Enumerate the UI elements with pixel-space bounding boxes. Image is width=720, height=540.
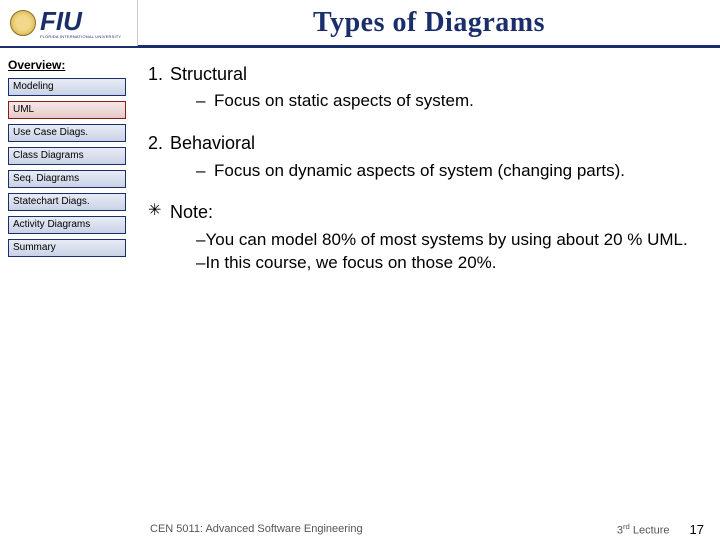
list-sub-2: –Focus on dynamic aspects of system (cha… bbox=[148, 160, 696, 183]
body: Overview: Modeling UML Use Case Diags. C… bbox=[0, 48, 720, 518]
note-label: Note: bbox=[170, 202, 213, 222]
note-sub-2: –In this course, we focus on those 20%. bbox=[148, 252, 696, 275]
list-sub-1-text: Focus on static aspects of system. bbox=[214, 91, 474, 110]
note-item: ✳Note: bbox=[148, 200, 696, 224]
sidebar-item-summary[interactable]: Summary bbox=[8, 239, 126, 257]
footer-lecture-post: Lecture bbox=[630, 524, 670, 536]
footer-page: 17 bbox=[690, 522, 720, 537]
list-text-2: Behavioral bbox=[170, 133, 255, 153]
list-number-2: 2. bbox=[148, 131, 170, 155]
dash-icon: – bbox=[196, 90, 214, 113]
footer-lecture: 3rd Lecture bbox=[617, 522, 690, 537]
sidebar-item-activity[interactable]: Activity Diagrams bbox=[8, 216, 126, 234]
header: FIU FLORIDA INTERNATIONAL UNIVERSITY Typ… bbox=[0, 0, 720, 48]
page-title: Types of Diagrams bbox=[313, 7, 545, 39]
note-sub-1: –You can model 80% of most systems by us… bbox=[148, 229, 696, 252]
note-sub-1-text: You can model 80% of most systems by usi… bbox=[205, 230, 687, 249]
sidebar-item-uml[interactable]: UML bbox=[8, 101, 126, 119]
sidebar-item-modeling[interactable]: Modeling bbox=[8, 78, 126, 96]
sidebar-item-use-case[interactable]: Use Case Diags. bbox=[8, 124, 126, 142]
footer-course: CEN 5011: Advanced Software Engineering bbox=[0, 523, 617, 535]
list-item-2: 2.Behavioral bbox=[148, 131, 696, 155]
sidebar: Overview: Modeling UML Use Case Diags. C… bbox=[0, 48, 138, 518]
footer: CEN 5011: Advanced Software Engineering … bbox=[0, 518, 720, 540]
list-number-1: 1. bbox=[148, 62, 170, 86]
logo-text-block: FIU FLORIDA INTERNATIONAL UNIVERSITY bbox=[40, 8, 121, 39]
list-item-1: 1.Structural bbox=[148, 62, 696, 86]
sidebar-item-statechart[interactable]: Statechart Diags. bbox=[8, 193, 126, 211]
footer-lecture-sup: rd bbox=[623, 522, 630, 531]
list-sub-1: –Focus on static aspects of system. bbox=[148, 90, 696, 113]
university-seal-icon bbox=[10, 10, 36, 36]
logo-text: FIU bbox=[40, 8, 121, 34]
sidebar-item-seq-diagrams[interactable]: Seq. Diagrams bbox=[8, 170, 126, 188]
logo-area: FIU FLORIDA INTERNATIONAL UNIVERSITY bbox=[0, 0, 138, 46]
list-sub-2-text: Focus on dynamic aspects of system (chan… bbox=[214, 161, 625, 180]
note-sub-2-text: In this course, we focus on those 20%. bbox=[205, 253, 496, 272]
sidebar-item-class-diagrams[interactable]: Class Diagrams bbox=[8, 147, 126, 165]
content: 1.Structural –Focus on static aspects of… bbox=[138, 48, 720, 518]
note-bullet-icon: ✳ bbox=[148, 200, 170, 222]
dash-icon: – bbox=[196, 160, 214, 183]
title-area: Types of Diagrams bbox=[138, 0, 720, 46]
list-text-1: Structural bbox=[170, 64, 247, 84]
sidebar-heading: Overview: bbox=[8, 58, 130, 72]
logo-subtext: FLORIDA INTERNATIONAL UNIVERSITY bbox=[40, 34, 121, 39]
